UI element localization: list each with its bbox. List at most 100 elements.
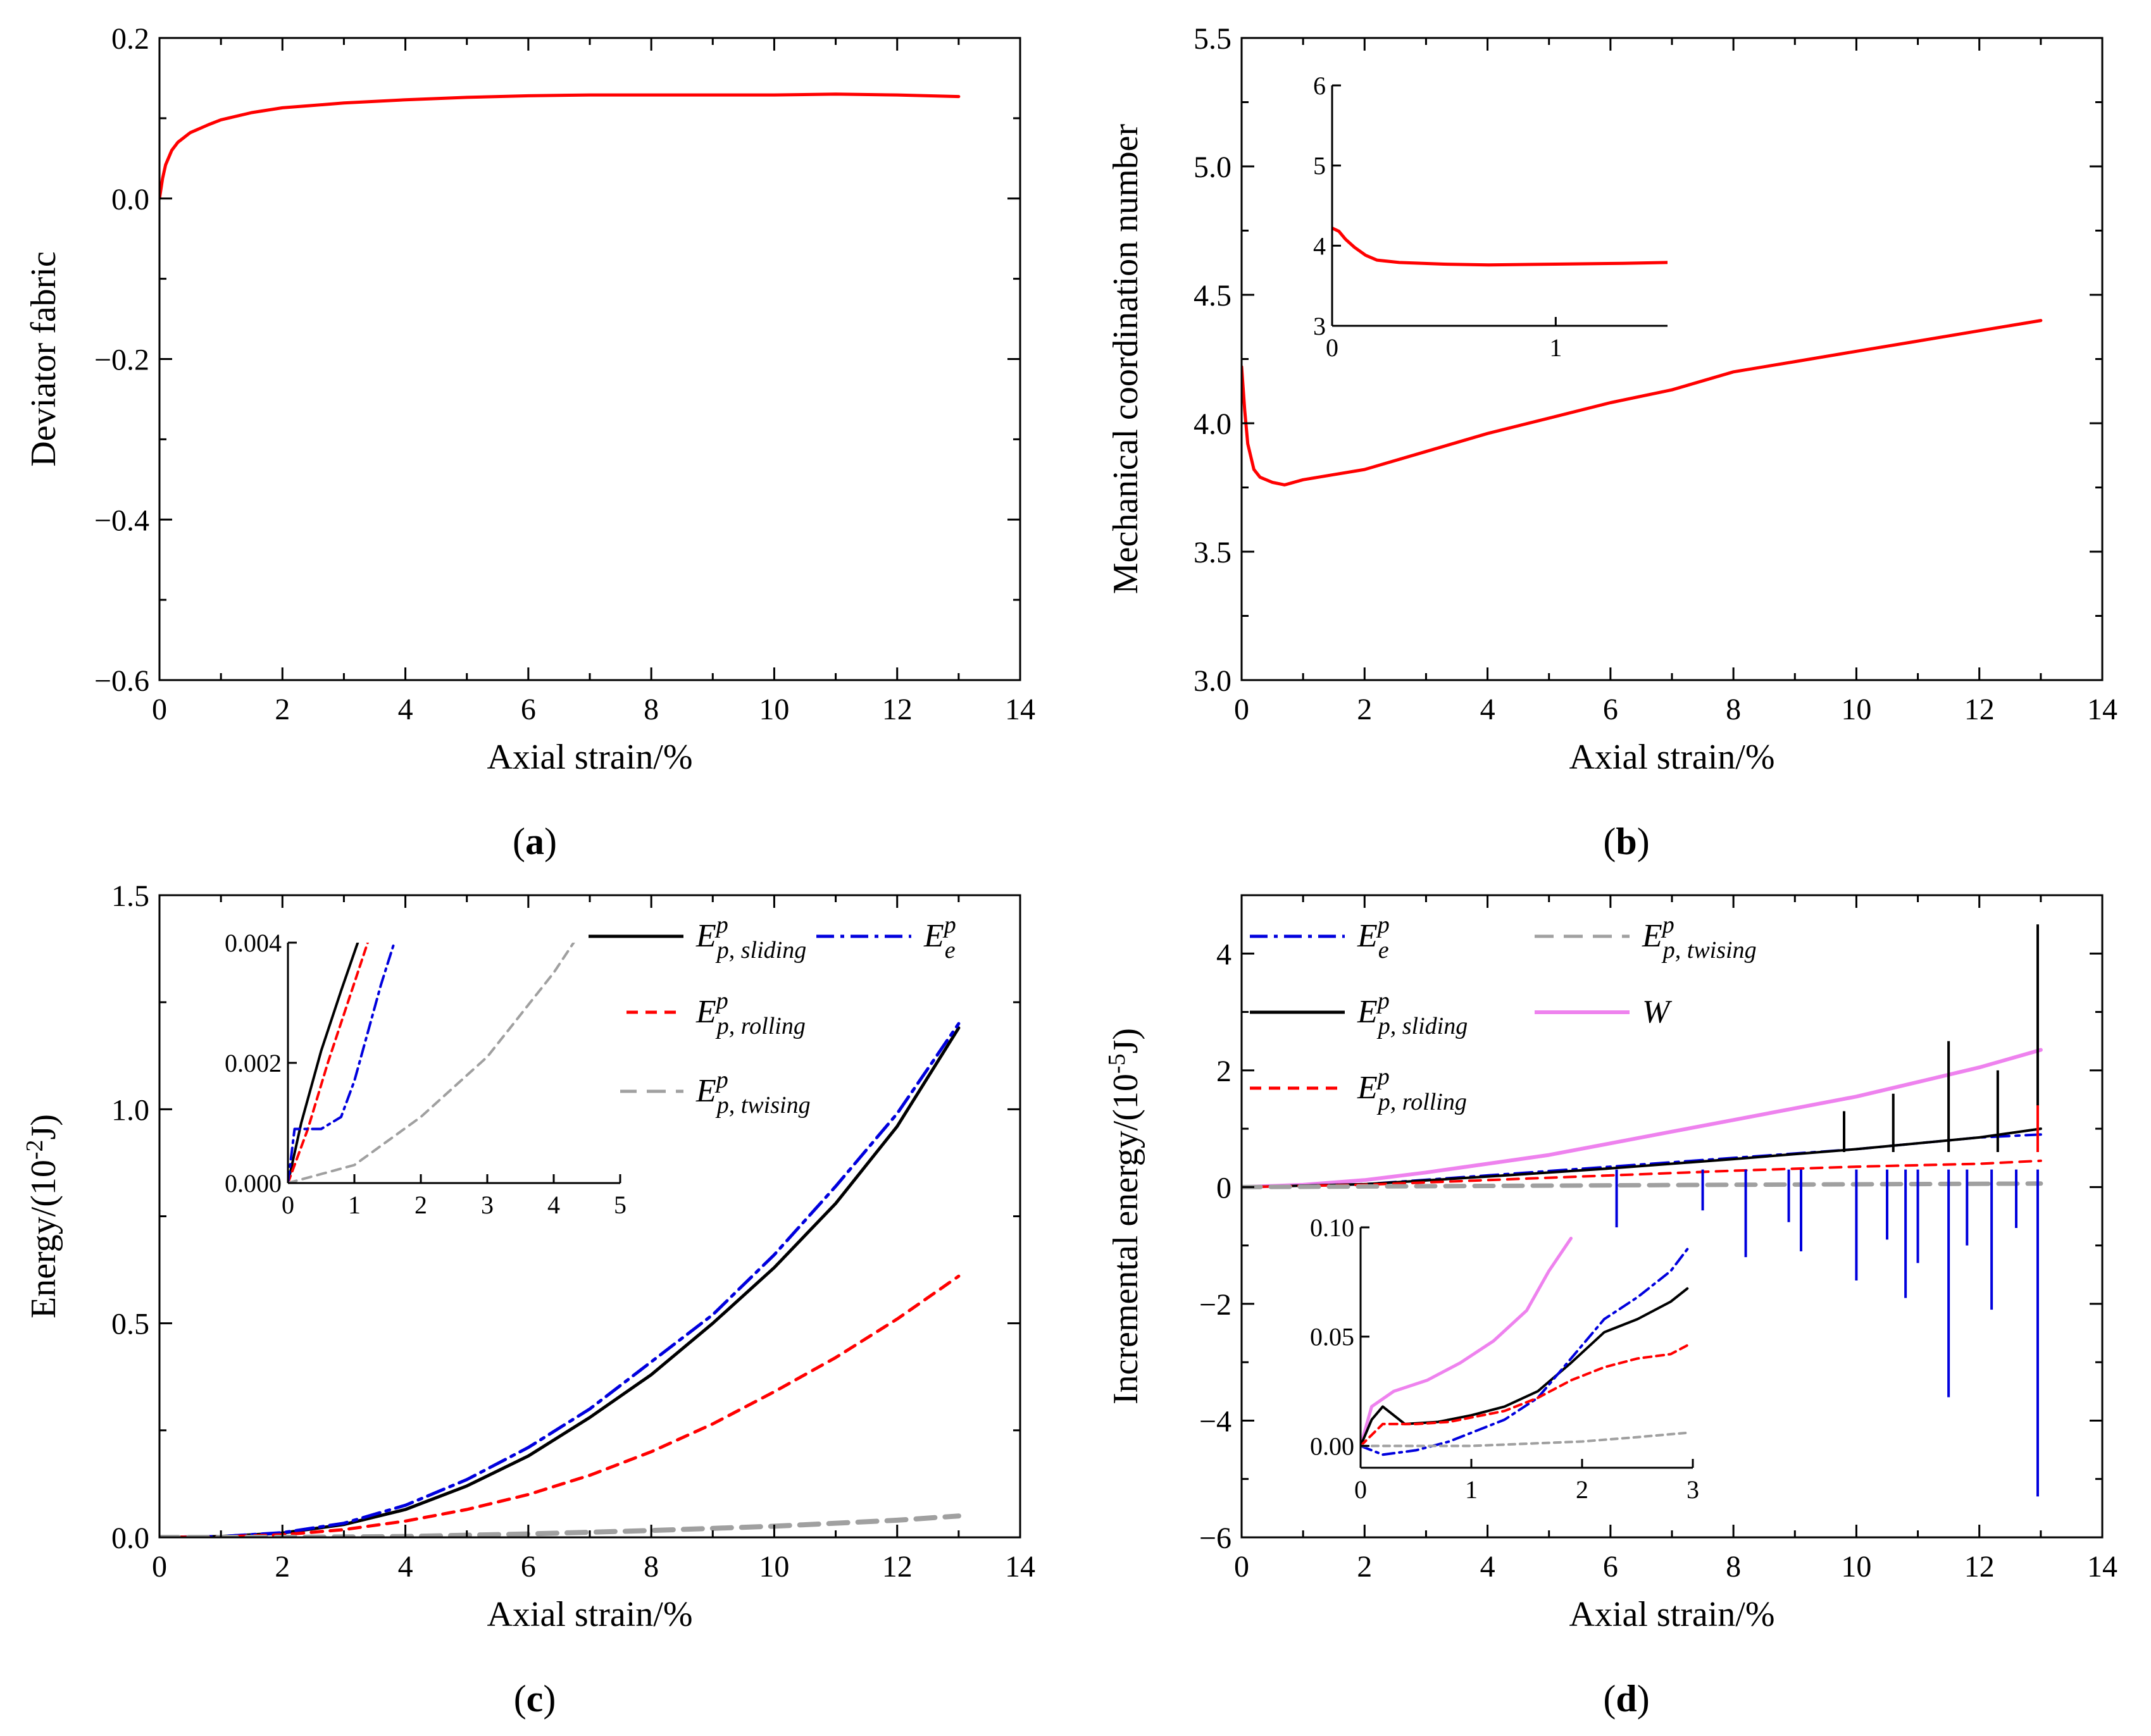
panel-a-ylabel: Deviator fabric [24, 251, 63, 466]
panel-d-ytick-label: −4 [1199, 1404, 1231, 1438]
panel-b-xtick-label: 4 [1480, 693, 1495, 726]
panel-a-xtick-label: 4 [398, 693, 413, 726]
panel-c-series-1 [159, 1022, 961, 1537]
panel-b-ytick-label: 4.0 [1194, 407, 1231, 441]
panel-c-xtick-label: 2 [275, 1550, 290, 1584]
panel-b-ylabel: Mechanical coordination number [1106, 124, 1145, 595]
panel-b-xtick-label: 12 [1964, 693, 1995, 726]
panel-a-frame [158, 37, 1021, 681]
panel-a-xtick-label: 10 [759, 693, 789, 726]
panel-b-inset-xtick-label: 0 [1326, 333, 1338, 362]
panel-d-xtick-label: 8 [1726, 1550, 1741, 1584]
panel-a-xtick-label: 14 [1005, 693, 1035, 726]
panel-c-legend: Ep p, sliding Ep e Ep p, rolling Ep p, twising [589, 912, 956, 1119]
panel-d-xtick-label: 0 [1234, 1550, 1249, 1584]
panel-b-inset-xtick-label: 1 [1549, 333, 1562, 362]
panel-d-inset-series-1 [1361, 1287, 1689, 1448]
panel-d-xtick-label: 2 [1357, 1550, 1372, 1584]
panel-d-ytick-label: 2 [1216, 1055, 1231, 1088]
panel-b-plot-area [1242, 319, 2043, 487]
panel-c-inset-xtick-label: 0 [282, 1191, 294, 1219]
panel-c-ytick-label: 0.0 [111, 1522, 149, 1555]
panel-d-ytick-label: −6 [1199, 1522, 1231, 1555]
panel-c-inset-xtick-label: 4 [547, 1191, 560, 1219]
panel-c-inset: 0 1 2 3 4 5 0.000 0.002 0.004 [225, 929, 627, 1219]
panel-c-xlabel: Axial strain/% [487, 1595, 692, 1634]
panel-c-inset-bg [288, 943, 620, 1183]
panel-b-xtick-label: 14 [2087, 693, 2117, 726]
panel-a-ytick-label: −0.2 [94, 344, 149, 377]
panel-d-inset-xtick-label: 1 [1465, 1475, 1478, 1504]
panel-d-legend-label-0: Ep e [1357, 912, 1390, 964]
panel-c-series-0 [159, 1026, 961, 1537]
panel-c-xtick-label: 10 [759, 1550, 789, 1584]
panel-c-label: (c) [514, 1678, 556, 1720]
panel-b-xlabel: Axial strain/% [1569, 738, 1774, 777]
panel-d-ytick-label: 4 [1216, 938, 1231, 971]
panel-a-ytick-label: 0.0 [111, 183, 149, 216]
panel-a-xtick-label: 12 [882, 693, 913, 726]
panel-d-ytick-label: −2 [1199, 1288, 1231, 1322]
panel-c-inset-series-0 [288, 943, 359, 1183]
panel-a-xtick-label: 6 [521, 693, 536, 726]
panel-b-inset-plot-area [1332, 226, 1668, 267]
panel-c-legend-label-0: Ep p, sliding [695, 912, 806, 964]
panel-c-inset-xtick-label: 3 [481, 1191, 494, 1219]
panel-b-inset-ytick-label: 4 [1313, 232, 1326, 260]
panel-d-ylabel: Incremental energy/(10-5J) [1104, 1028, 1145, 1404]
panel-c-ylabel: Energy/(10-2J) [22, 1114, 63, 1318]
panel-d-inset-series-0 [1361, 1236, 1573, 1448]
panel-b-xtick-label: 0 [1234, 693, 1249, 726]
panel-d-inset-plot-area [1361, 1236, 1689, 1456]
panel-d-inset-bg [1361, 1227, 1693, 1468]
panel-b-inset-bg [1332, 85, 1668, 326]
panel-d-inset-ytick-label: 0.10 [1310, 1213, 1354, 1242]
panel-b-ytick-label: 4.5 [1194, 279, 1231, 313]
panel-c-inset-series-3 [288, 943, 575, 1183]
panel-c-ytick-label: 1.5 [111, 879, 149, 913]
panel-d-inset-xtick-label: 3 [1687, 1475, 1699, 1504]
panel-b-ytick-label: 5.0 [1194, 151, 1231, 184]
panel-c-ytick-label: 0.5 [111, 1308, 149, 1341]
panel-a-label: (a) [513, 821, 557, 862]
panel-c-inset-ytick-label: 0.002 [225, 1049, 282, 1077]
panel-b-label: (b) [1603, 821, 1649, 862]
panel-d-inset-xtick-label: 2 [1576, 1475, 1588, 1504]
panel-d-inset-series-3 [1361, 1344, 1689, 1448]
panel-b-xtick-label: 6 [1603, 693, 1618, 726]
panel-d-xtick-label: 6 [1603, 1550, 1618, 1584]
panel-a-ytick-label: 0.2 [111, 22, 149, 56]
panel-c-xtick-label: 4 [398, 1550, 413, 1584]
panel-d-inset: 0 1 2 3 0.00 0.05 0.10 [1310, 1213, 1699, 1504]
panel-d-series-3 [1242, 1159, 2042, 1189]
panel-c-legend-label-3: Ep p, twising [695, 1067, 811, 1119]
panel-c-xtick-label: 14 [1005, 1550, 1035, 1584]
panel-b-xtick-label: 8 [1726, 693, 1741, 726]
panel-c-inset-series-2 [288, 943, 396, 1183]
panel-b-xtick-label: 2 [1357, 693, 1372, 726]
panel-a-ytick-label: −0.4 [94, 504, 149, 537]
panel-d-inset-ytick-label: 0.00 [1310, 1432, 1354, 1460]
panel-c-ytick-label: 1.0 [111, 1093, 149, 1127]
panel-b-inset-ytick-label: 3 [1313, 312, 1326, 340]
panel-a-series-0 [159, 92, 961, 201]
panel-b-ytick-label: 5.5 [1194, 22, 1231, 56]
panel-a-xtick-label: 0 [152, 693, 167, 726]
panel-c-inset-xtick-label: 1 [348, 1191, 361, 1219]
panel-c-inset-ytick-label: 0.004 [225, 929, 282, 957]
panel-c-xtick-label: 12 [882, 1550, 913, 1584]
panel-d-legend-label-2: Ep p, sliding [1357, 988, 1468, 1039]
panel-d-legend: Ep e Ep p, twising Ep p, sliding W Ep p, rolling [1250, 912, 1757, 1115]
panel-d-inset-series-4 [1361, 1431, 1689, 1448]
panel-d-series-0 [1242, 1048, 2043, 1189]
panel-d-legend-label-1: Ep p, twising [1642, 912, 1757, 964]
panel-c-series-2 [159, 1274, 961, 1537]
panel-c-xtick-label: 8 [644, 1550, 659, 1584]
panel-d-xtick-label: 4 [1480, 1550, 1495, 1584]
panel-b-series-0 [1242, 319, 2043, 487]
panel-a-xlabel: Axial strain/% [487, 738, 692, 777]
